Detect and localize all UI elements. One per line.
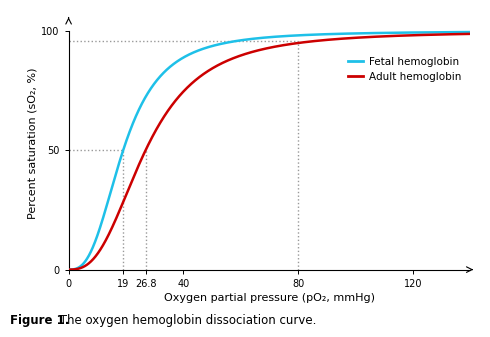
Text: The oxygen hemoglobin dissociation curve.: The oxygen hemoglobin dissociation curve… — [56, 314, 317, 327]
X-axis label: Oxygen partial pressure (pO₂, mmHg): Oxygen partial pressure (pO₂, mmHg) — [164, 293, 375, 303]
Legend: Fetal hemoglobin, Adult hemoglobin: Fetal hemoglobin, Adult hemoglobin — [343, 52, 465, 86]
Text: Figure 1.: Figure 1. — [10, 314, 69, 327]
Y-axis label: Percent saturation (sO₂, %): Percent saturation (sO₂, %) — [27, 67, 37, 219]
